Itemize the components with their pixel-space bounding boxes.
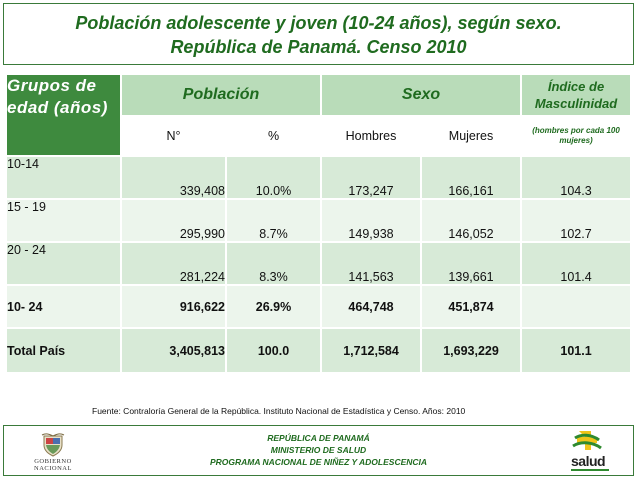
cell-hombres: 1,712,584 (320, 327, 423, 374)
cell-pct: 10.0% (224, 155, 323, 200)
header-row-sub: N° % Hombres Mujeres (hombres por cada 1… (6, 115, 633, 157)
cell-mujeres: 451,874 (420, 284, 523, 329)
cell-indice: 104.3 (520, 155, 633, 200)
title-line-2: República de Panamá. Censo 2010 (170, 37, 467, 57)
footer-text: REPÚBLICA DE PANAMÁ MINISTERIO DE SALUD … (4, 432, 633, 468)
footer-line-3: PROGRAMA NACIONAL DE NIÑEZ Y ADOLESCENCI… (209, 457, 428, 467)
table-row-subtotal: 10- 24 916,622 26.9% 464,748 451,874 (5, 284, 633, 329)
title-box: Población adolescente y joven (10-24 año… (3, 3, 634, 65)
header-n: N° (120, 115, 227, 157)
title-line-1: Población adolescente y joven (10-24 año… (75, 13, 562, 33)
header-poblacion: Población (119, 73, 323, 117)
cell-indice: 102.7 (520, 198, 633, 243)
header-row-top: Grupos de edad (años) Población Sexo Índ… (5, 73, 633, 157)
cell-mujeres: 1,693,229 (420, 327, 523, 374)
cell-n: 295,990 (120, 198, 227, 243)
header-indice: Índice de Masculinidad (520, 73, 633, 117)
salud-logo: salud (557, 428, 627, 474)
table-row: 15 - 19 295,990 8.7% 149,938 146,052 102… (5, 198, 633, 243)
header-sexo: Sexo (320, 73, 523, 117)
gobierno-nacional-logo: GOBIERNO NACIONAL (22, 433, 84, 472)
cell-n: 339,408 (120, 155, 227, 200)
table-row: 10-14 339,408 10.0% 173,247 166,161 104.… (5, 155, 633, 200)
cell-pct: 8.3% (224, 241, 323, 286)
cell-pct: 100.0 (224, 327, 323, 374)
salud-label: salud (571, 453, 606, 469)
cell-grupo: 10- 24 (5, 284, 122, 329)
cell-n: 916,622 (120, 284, 227, 329)
cell-hombres: 149,938 (320, 198, 423, 243)
health-cross-icon (571, 431, 609, 471)
footer-line-1: REPÚBLICA DE PANAMÁ (267, 433, 370, 443)
footer: GOBIERNO NACIONAL REPÚBLICA DE PANAMÁ MI… (3, 425, 634, 476)
coat-of-arms-icon (41, 433, 65, 457)
header-grupos: Grupos de edad (años) (5, 73, 122, 157)
cell-mujeres: 146,052 (420, 198, 523, 243)
cell-n: 3,405,813 (120, 327, 227, 374)
cell-grupo: 20 - 24 (5, 241, 122, 286)
table-row: 20 - 24 281,224 8.3% 141,563 139,661 101… (5, 241, 633, 286)
cell-indice (520, 284, 633, 329)
cell-indice: 101.1 (520, 327, 633, 374)
header-pct: % (224, 115, 323, 157)
cell-mujeres: 166,161 (420, 155, 523, 200)
cell-pct: 26.9% (224, 284, 323, 329)
header-indice-note: (hombres por cada 100 mujeres) (520, 115, 633, 157)
cell-hombres: 173,247 (320, 155, 423, 200)
population-table: Grupos de edad (años) Población Sexo Índ… (5, 73, 633, 374)
source-note: Fuente: Contraloría General de la Repúbl… (92, 406, 466, 416)
cell-pct: 8.7% (224, 198, 323, 243)
cell-indice: 101.4 (520, 241, 633, 286)
cell-hombres: 141,563 (320, 241, 423, 286)
gobierno-nacional-label: GOBIERNO NACIONAL (34, 458, 72, 472)
cell-n: 281,224 (120, 241, 227, 286)
header-hombres: Hombres (320, 115, 423, 157)
cell-mujeres: 139,661 (420, 241, 523, 286)
cell-grupo: 10-14 (5, 155, 122, 200)
cell-grupo: Total País (5, 327, 122, 374)
table-row-total: Total País 3,405,813 100.0 1,712,584 1,6… (5, 327, 633, 374)
cell-grupo: 15 - 19 (5, 198, 122, 243)
cell-hombres: 464,748 (320, 284, 423, 329)
header-mujeres: Mujeres (420, 115, 523, 157)
footer-line-2: MINISTERIO DE SALUD (270, 445, 367, 455)
